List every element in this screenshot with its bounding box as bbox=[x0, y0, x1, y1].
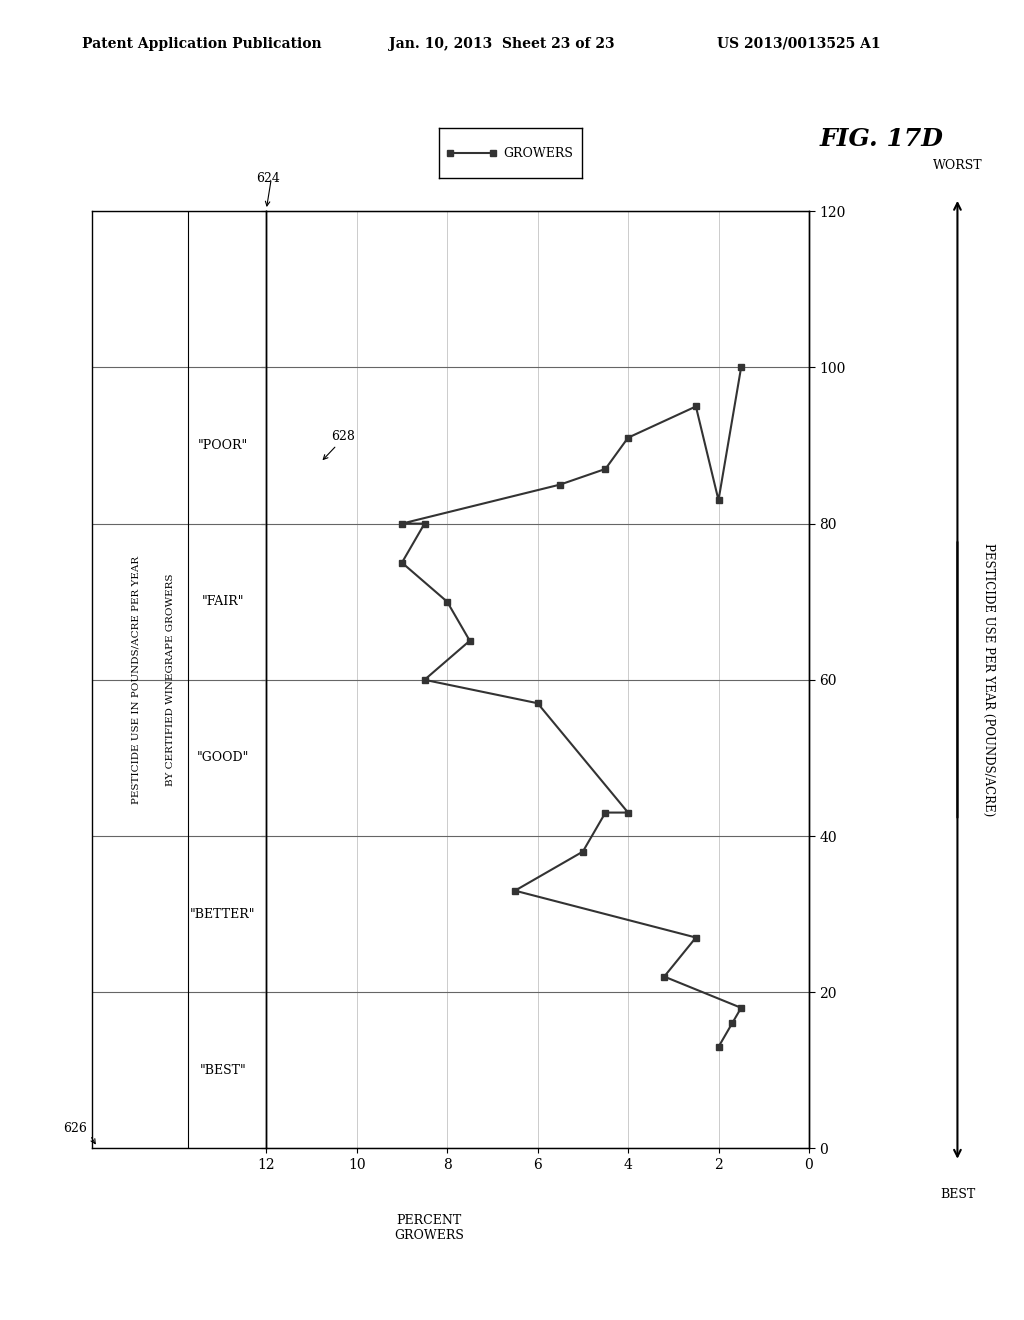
Text: US 2013/0013525 A1: US 2013/0013525 A1 bbox=[717, 37, 881, 51]
Text: 624: 624 bbox=[256, 172, 280, 185]
Text: 626: 626 bbox=[63, 1122, 87, 1135]
Text: PESTICIDE USE IN POUNDS/ACRE PER YEAR: PESTICIDE USE IN POUNDS/ACRE PER YEAR bbox=[131, 556, 140, 804]
Text: WORST: WORST bbox=[933, 158, 982, 172]
Text: PERCENT
GROWERS: PERCENT GROWERS bbox=[394, 1214, 464, 1242]
Text: FIG. 17D: FIG. 17D bbox=[819, 127, 943, 150]
Text: "BEST": "BEST" bbox=[200, 1064, 246, 1077]
Text: BY CERTIFIED WINEGRAPE GROWERS: BY CERTIFIED WINEGRAPE GROWERS bbox=[166, 574, 175, 785]
Text: Patent Application Publication: Patent Application Publication bbox=[82, 37, 322, 51]
Text: Jan. 10, 2013  Sheet 23 of 23: Jan. 10, 2013 Sheet 23 of 23 bbox=[389, 37, 614, 51]
Text: BEST: BEST bbox=[940, 1188, 975, 1201]
Text: GROWERS: GROWERS bbox=[504, 147, 573, 160]
Text: "GOOD": "GOOD" bbox=[197, 751, 249, 764]
Text: "POOR": "POOR" bbox=[198, 440, 248, 451]
Text: PESTICIDE USE PER YEAR (POUNDS/ACRE): PESTICIDE USE PER YEAR (POUNDS/ACRE) bbox=[982, 543, 994, 817]
Text: 628: 628 bbox=[332, 429, 355, 442]
Text: "FAIR": "FAIR" bbox=[202, 595, 244, 609]
Text: "BETTER": "BETTER" bbox=[190, 908, 255, 920]
